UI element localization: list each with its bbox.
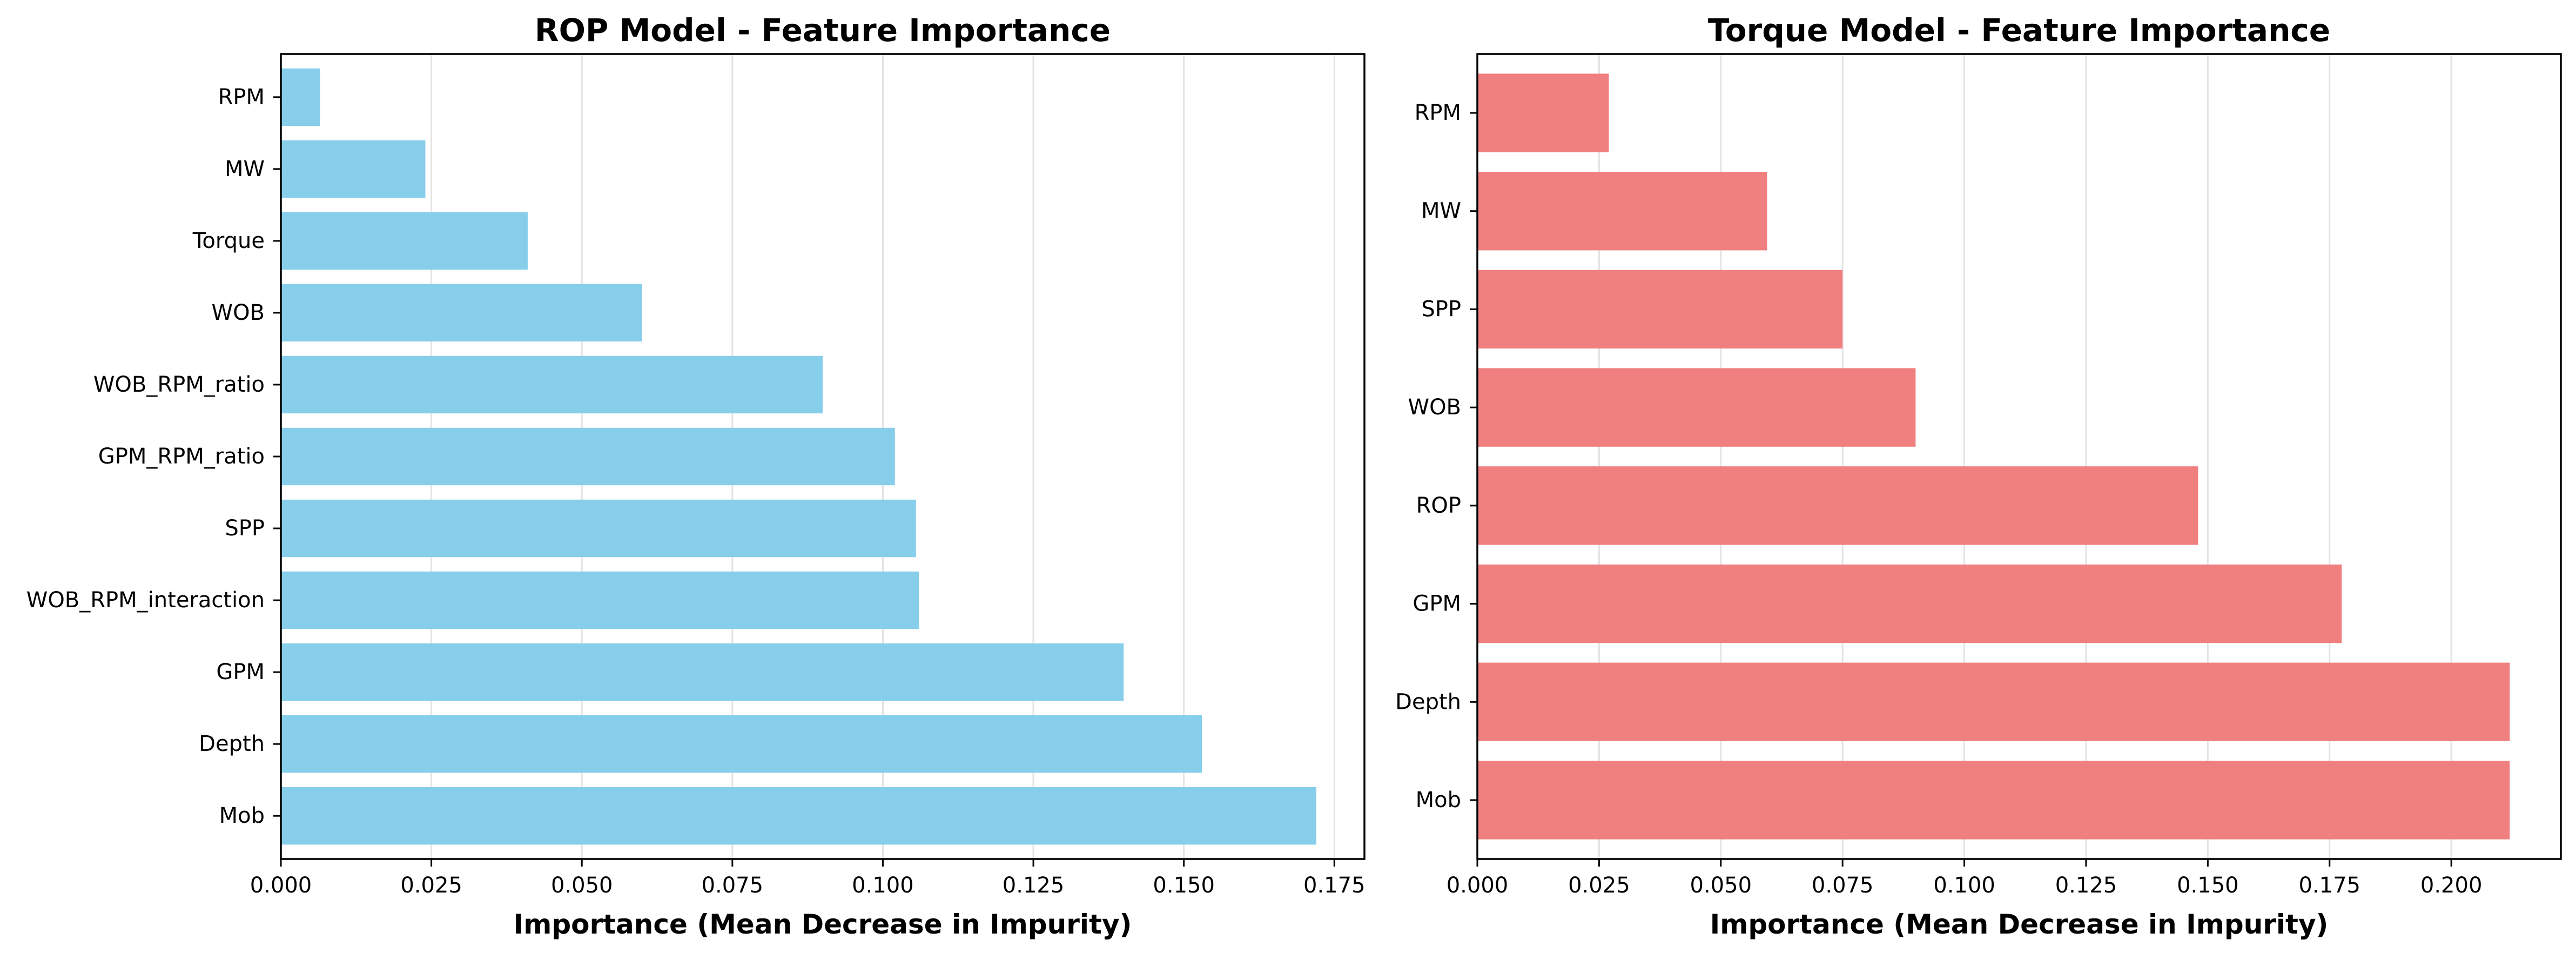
torque-xtick-label-1: 0.025 (1568, 873, 1630, 898)
rop-bar-gpm-rpm-ratio (281, 427, 895, 486)
rop-chart-title: ROP Model - Feature Importance (535, 12, 1111, 49)
torque-bar-gpm (1477, 564, 2342, 643)
rop-bar-mob (281, 787, 1316, 845)
torque-ytick-label-1: Depth (1395, 689, 1461, 714)
rop-x-axis-label: Importance (Mean Decrease in Impurity) (514, 909, 1132, 940)
torque-xtick-label-0: 0.000 (1447, 873, 1509, 898)
torque-ytick-label-6: MW (1421, 199, 1461, 224)
rop-ytick-label-0: Mob (219, 803, 265, 828)
torque-bar-mw (1477, 172, 1767, 251)
torque-bar-mob (1477, 761, 2510, 840)
rop-ytick-label-10: RPM (218, 85, 265, 110)
rop-model-panel: Mob Depth GPM WOB_RPM_interaction SPP GPM_RPM… (26, 12, 1366, 940)
torque-xtick-label-6: 0.150 (2177, 873, 2239, 898)
torque-x-axis-label: Importance (Mean Decrease in Impurity) (1710, 909, 2329, 940)
torque-model-panel: Mob Depth GPM ROP WOB SPP MW RPM 0.000 0.025 0.050… (1395, 12, 2562, 940)
rop-xtick-label-3: 0.075 (702, 873, 764, 898)
rop-ytick-label-2: GPM (216, 660, 265, 684)
rop-xtick-label-6: 0.150 (1153, 873, 1215, 898)
rop-xtick-label-0: 0.000 (250, 873, 312, 898)
torque-xtick-label-5: 0.125 (2055, 873, 2117, 898)
torque-bar-wob (1477, 368, 1916, 447)
rop-xtick-label-5: 0.125 (1003, 873, 1065, 898)
rop-bar-wob-rpm-interaction (281, 571, 919, 629)
rop-plot-frame (280, 53, 1366, 860)
rop-ytick-label-7: WOB (212, 300, 265, 325)
rop-ytick-label-3: WOB_RPM_interaction (26, 588, 265, 613)
rop-xtick-label-7: 0.175 (1303, 873, 1366, 898)
rop-bar-torque (281, 212, 528, 270)
torque-plot-frame (1476, 53, 2562, 860)
rop-xtick-label-4: 0.100 (852, 873, 914, 898)
rop-ytick-label-1: Depth (199, 731, 265, 756)
torque-ytick-label-2: GPM (1413, 592, 1461, 616)
rop-bar-rpm (281, 68, 320, 126)
torque-ytick-label-7: RPM (1415, 100, 1461, 125)
torque-xtick-label-2: 0.050 (1690, 873, 1752, 898)
torque-xtick-label-3: 0.075 (1812, 873, 1874, 898)
torque-xtick-label-4: 0.100 (1933, 873, 1995, 898)
torque-xtick-label-8: 0.200 (2420, 873, 2483, 898)
rop-xtick-label-2: 0.050 (551, 873, 613, 898)
torque-ytick-label-0: Mob (1416, 788, 1461, 813)
torque-chart-title: Torque Model - Feature Importance (1708, 12, 2330, 49)
rop-ytick-label-9: MW (225, 157, 265, 182)
torque-xtick-label-7: 0.175 (2298, 873, 2360, 898)
rop-ytick-label-5: GPM_RPM_ratio (98, 444, 265, 469)
torque-ytick-label-4: WOB (1408, 395, 1461, 420)
rop-bar-spp (281, 499, 916, 558)
rop-bar-wob (281, 284, 642, 342)
rop-bar-gpm (281, 643, 1124, 701)
torque-bar-spp (1477, 270, 1843, 349)
rop-bar-depth (281, 715, 1202, 773)
rop-xtick-label-1: 0.025 (400, 873, 462, 898)
torque-bar-depth (1477, 662, 2510, 741)
rop-bar-mw (281, 140, 426, 198)
rop-ytick-label-6: WOB_RPM_ratio (93, 372, 265, 397)
rop-bar-wob-rpm-ratio (281, 355, 823, 414)
torque-ytick-label-5: SPP (1421, 297, 1461, 321)
torque-bar-rop (1477, 466, 2198, 545)
torque-ytick-label-3: ROP (1416, 493, 1461, 518)
torque-bar-rpm (1477, 73, 1609, 152)
rop-ytick-label-4: SPP (225, 516, 265, 541)
rop-ytick-label-8: Torque (192, 229, 265, 253)
